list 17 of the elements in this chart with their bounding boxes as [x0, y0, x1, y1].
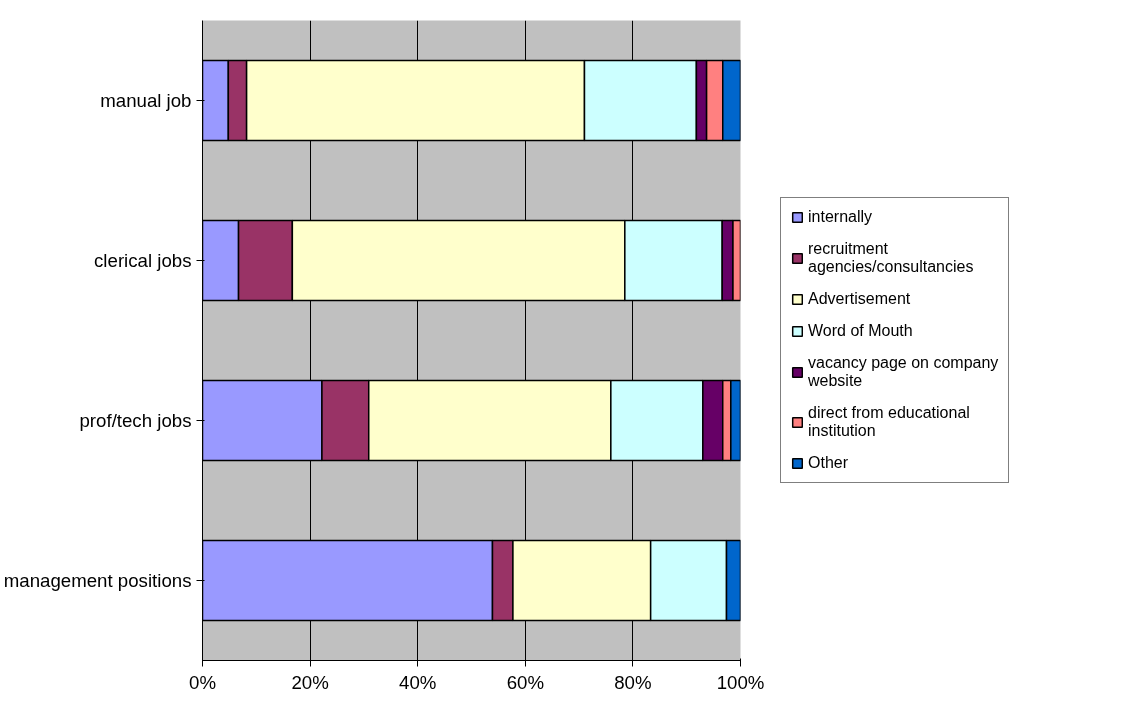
- x-tick-label: 20%: [291, 671, 329, 693]
- x-tick-label: 40%: [399, 671, 437, 693]
- y-tick-label: manual job: [100, 90, 192, 111]
- y-tick-label: prof/tech jobs: [79, 410, 192, 431]
- legend-label: Other: [808, 454, 849, 472]
- x-tick-label: 0%: [189, 671, 216, 693]
- legend-label: Word of Mouth: [808, 322, 913, 340]
- legend-label: vacancy page on company website: [808, 354, 999, 390]
- x-tick-label: 80%: [614, 671, 652, 693]
- x-tick-label: 100%: [716, 671, 765, 693]
- x-tick-label: 60%: [506, 671, 544, 693]
- legend-label: direct from educational institution: [808, 404, 970, 440]
- legend-label: recruitment agencies/consultancies: [808, 240, 974, 276]
- legend-label: Advertisement: [808, 290, 911, 308]
- y-tick-label: clerical jobs: [94, 250, 192, 271]
- legend-label: internally: [808, 208, 873, 226]
- y-tick-label: management positions: [3, 570, 192, 591]
